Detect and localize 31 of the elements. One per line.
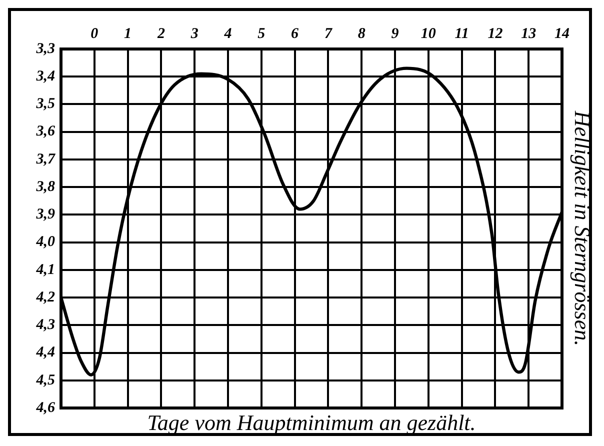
y-tick-label: 4,2 xyxy=(35,289,56,306)
x-tick-label: 0 xyxy=(90,26,99,42)
y-tick-label: 4,4 xyxy=(35,344,56,361)
x-tick-label: 12 xyxy=(488,26,504,42)
x-tick-label: 3 xyxy=(190,26,199,42)
y-tick-label: 3,6 xyxy=(35,124,56,140)
x-tick-label: 14 xyxy=(554,26,570,42)
x-tick-label: 1 xyxy=(124,26,132,42)
x-tick-label: 5 xyxy=(258,26,266,42)
x-tick-label: 11 xyxy=(454,26,469,42)
y-tick-label: 4,1 xyxy=(35,262,55,278)
y-tick-label: 4,5 xyxy=(35,372,56,388)
x-axis-title: Tage vom Hauptminimum an gezählt. xyxy=(147,410,476,435)
x-tick-label: 8 xyxy=(358,26,366,42)
x-tick-label: 4 xyxy=(223,26,232,42)
y-tick-label: 3,4 xyxy=(35,68,56,84)
y-tick-label: 3,7 xyxy=(35,151,56,168)
y-tick-label: 3,9 xyxy=(35,206,56,223)
y-tick-label: 3,5 xyxy=(35,96,56,112)
x-tick-label: 9 xyxy=(391,26,400,42)
y-axis-title: Helligkeit in Sterngrössen. xyxy=(570,110,596,346)
y-tick-label: 4,6 xyxy=(35,400,56,416)
x-tick-label: 2 xyxy=(156,26,166,42)
x-tick-label: 10 xyxy=(420,26,436,42)
y-tick-label: 4,0 xyxy=(35,234,56,250)
y-tick-label: 3,8 xyxy=(35,178,56,195)
x-tick-label: 6 xyxy=(291,26,300,42)
y-tick-label: 3,3 xyxy=(35,40,56,57)
x-tick-label: 7 xyxy=(324,26,332,42)
x-tick-label: 13 xyxy=(521,26,537,42)
y-tick-label: 4,3 xyxy=(35,317,56,334)
